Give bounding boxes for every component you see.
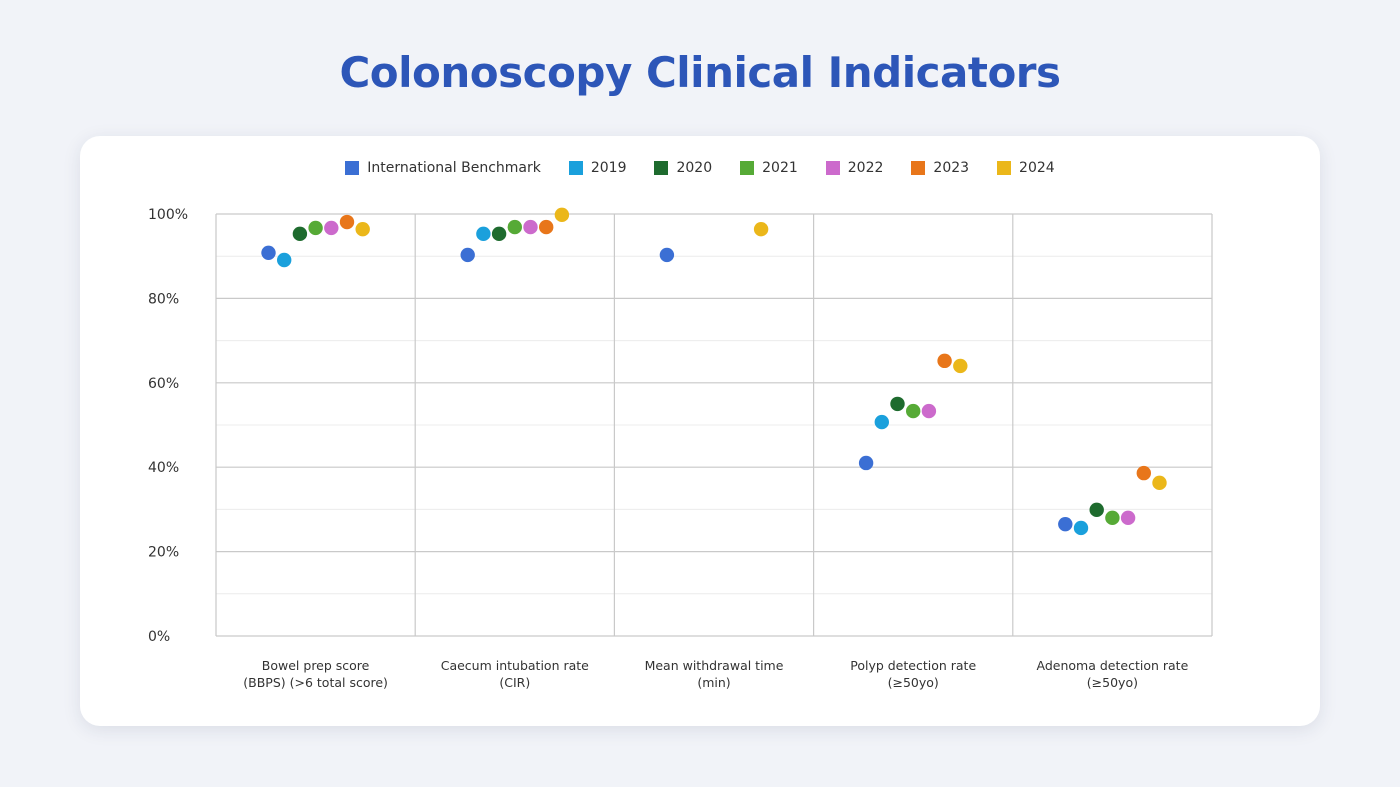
legend-item[interactable]: 2021 xyxy=(740,160,798,176)
y-tick-label: 40% xyxy=(148,460,179,476)
data-point xyxy=(261,245,276,261)
legend-label: 2024 xyxy=(1019,160,1055,176)
data-point xyxy=(858,455,874,471)
data-point xyxy=(292,226,308,242)
legend: International Benchmark 2019 2020 2021 2022 2… xyxy=(80,160,1320,176)
chart-title: Colonoscopy Clinical Indicators xyxy=(339,48,1061,97)
legend-swatch xyxy=(345,161,360,175)
legend-item[interactable]: International Benchmark xyxy=(345,160,541,176)
data-point xyxy=(355,221,370,237)
data-point xyxy=(324,220,339,236)
x-category-label: Caecum intubation rate xyxy=(441,658,589,673)
legend-swatch xyxy=(740,161,755,175)
legend-label: 2021 xyxy=(762,160,798,176)
data-point xyxy=(277,252,292,268)
legend-item[interactable]: 2022 xyxy=(825,160,884,176)
data-point xyxy=(539,219,554,235)
x-category-label: Polyp detection rate xyxy=(850,658,976,673)
y-tick-label: 80% xyxy=(148,291,179,307)
legend-swatch xyxy=(825,161,840,175)
data-point xyxy=(890,396,905,412)
data-point xyxy=(659,247,675,263)
legend-label: 2019 xyxy=(590,160,627,176)
x-category-label: (CIR) xyxy=(499,675,530,690)
y-tick-label: 100% xyxy=(148,207,188,223)
legend-item[interactable]: 2020 xyxy=(654,160,712,176)
data-point xyxy=(753,221,769,237)
chart-card: International Benchmark 2019 2020 2021 2022 2… xyxy=(80,136,1320,726)
legend-label: 2020 xyxy=(676,160,713,176)
legend-swatch xyxy=(997,161,1012,175)
data-point xyxy=(523,219,538,235)
legend-label: International Benchmark xyxy=(367,160,541,176)
data-point xyxy=(476,226,491,242)
legend-label: 2022 xyxy=(847,160,884,176)
data-point xyxy=(1120,510,1136,526)
legend-item[interactable]: 2024 xyxy=(997,160,1055,176)
x-category-label: (BBPS) (>6 total score) xyxy=(243,675,388,690)
data-point xyxy=(507,219,522,235)
data-point xyxy=(953,358,968,374)
data-point xyxy=(1089,502,1104,518)
legend-item[interactable]: 2019 xyxy=(568,160,627,176)
x-category-label: Adenoma detection rate xyxy=(1037,658,1189,673)
data-point xyxy=(339,214,355,230)
data-point xyxy=(1136,465,1152,481)
y-tick-label: 20% xyxy=(148,545,179,561)
data-point xyxy=(906,403,921,419)
scatter-chart: 0% 20% 40% 60% 80% 100% Bowel prep score (BBPS)… xyxy=(148,207,1213,690)
data-point xyxy=(1105,510,1120,526)
x-category-label: (≥50yo) xyxy=(1087,675,1138,690)
data-point xyxy=(1073,520,1089,536)
data-point xyxy=(308,220,323,236)
y-tick-label: 0% xyxy=(148,629,170,645)
legend-swatch xyxy=(911,161,926,175)
y-tick-label: 60% xyxy=(148,376,179,392)
data-point xyxy=(921,403,937,419)
data-point xyxy=(491,226,507,242)
x-category-label: Mean withdrawal time xyxy=(645,658,784,673)
legend-label: 2023 xyxy=(933,160,970,176)
data-point xyxy=(874,414,889,430)
data-point xyxy=(554,207,570,223)
legend-swatch xyxy=(568,161,583,175)
x-category-label: (min) xyxy=(697,675,730,690)
data-point xyxy=(937,353,952,369)
legend-swatch xyxy=(654,161,669,175)
x-category-label: (≥50yo) xyxy=(888,675,939,690)
data-point xyxy=(1152,475,1167,491)
legend-item[interactable]: 2023 xyxy=(911,160,969,176)
data-point xyxy=(1058,516,1073,532)
x-category-label: Bowel prep score xyxy=(262,658,370,673)
data-point xyxy=(460,247,475,263)
